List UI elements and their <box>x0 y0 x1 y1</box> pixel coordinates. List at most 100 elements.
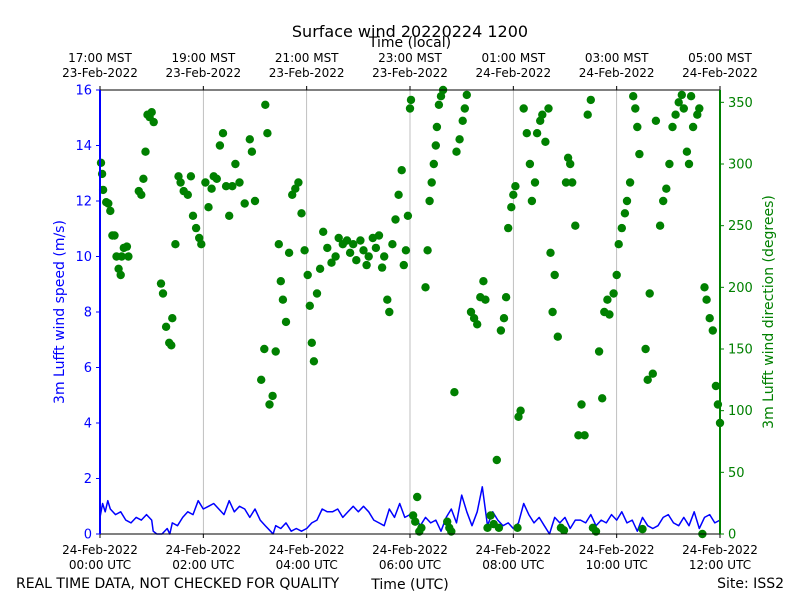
wind-direction-point <box>413 492 422 502</box>
wind-direction-point <box>674 98 683 107</box>
wind-direction-point <box>309 357 319 366</box>
wind-direction-point <box>625 178 635 187</box>
chart-title: Surface wind 20220224 1200 <box>292 22 528 41</box>
wind-direction-point <box>460 104 469 113</box>
wind-direction-point <box>388 240 397 249</box>
wind-direction-point <box>307 338 316 347</box>
wind-direction-point <box>158 289 168 298</box>
top-tick-time-label: 17:00 MST <box>68 51 132 65</box>
wind-direction-point <box>300 246 309 255</box>
wind-direction-point <box>516 406 525 415</box>
wind-direction-point <box>651 116 661 126</box>
wind-direction-point <box>403 211 413 220</box>
wind-direction-point <box>274 240 283 249</box>
wind-direction-point <box>513 523 522 532</box>
wind-direction-point <box>183 190 192 199</box>
wind-direction-point <box>635 149 644 159</box>
wind-direction-point <box>677 90 686 100</box>
wind-direction-point <box>250 196 260 206</box>
top-tick-time-label: 21:00 MST <box>275 51 339 65</box>
wind-direction-point <box>345 248 355 257</box>
wind-direction-point <box>291 184 300 193</box>
wind-direction-point <box>429 159 438 169</box>
wind-direction-point <box>297 209 306 218</box>
wind-direction-point <box>586 95 595 105</box>
wind-direction-point <box>149 117 158 127</box>
wind-direction-point <box>406 95 416 105</box>
wind-direction-point <box>261 100 270 110</box>
wind-direction-point <box>519 104 528 113</box>
wind-direction-point <box>303 270 312 280</box>
wind-direction-point <box>411 517 420 526</box>
wind-direction-point <box>394 190 403 199</box>
wind-direction-point <box>622 196 632 206</box>
left-tick-label: 8 <box>84 306 92 321</box>
wind-direction-point <box>668 122 677 132</box>
wind-direction-point <box>633 122 642 132</box>
wind-direction-point <box>655 221 665 230</box>
top-tick-time-label: 05:00 MST <box>688 51 752 65</box>
bottom-tick-time-label: 08:00 UTC <box>482 558 544 572</box>
top-tick-time-label: 03:00 MST <box>585 51 649 65</box>
wind-direction-point <box>496 326 506 335</box>
wind-direction-point <box>110 231 119 240</box>
top-tick-time-label: 19:00 MST <box>171 51 235 65</box>
wind-direction-point <box>401 246 411 255</box>
wind-direction-point <box>583 110 592 119</box>
wind-direction-point <box>421 283 430 292</box>
wind-direction-point <box>364 252 373 261</box>
wind-direction-point <box>176 178 185 187</box>
wind-direction-point <box>511 182 520 191</box>
wind-direction-point <box>191 223 201 233</box>
wind-direction-point <box>423 246 432 255</box>
right-tick-label: 0 <box>728 528 736 543</box>
bottom-tick-time-label: 10:00 UTC <box>586 558 648 572</box>
bottom-tick-date-label: 24-Feb-2022 <box>165 543 241 557</box>
wind-direction-point <box>700 283 709 292</box>
wind-direction-point <box>695 104 704 113</box>
bottom-tick-date-label: 24-Feb-2022 <box>475 543 551 557</box>
right-tick-label: 200 <box>728 281 753 296</box>
right-axis-label: 3m Lufft wind direction (degrees) <box>761 195 777 429</box>
wind-direction-point <box>481 295 490 304</box>
right-tick-label: 150 <box>728 343 753 358</box>
bottom-tick-date-label: 24-Feb-2022 <box>62 543 138 557</box>
wind-speed-line <box>99 486 721 535</box>
direction-series-layer <box>96 85 725 539</box>
wind-direction-point <box>362 260 371 270</box>
wind-direction-point <box>507 203 516 212</box>
footer-site-label: Site: ISS2 <box>717 576 784 592</box>
wind-direction-point <box>568 178 577 187</box>
wind-direction-point <box>546 248 555 257</box>
wind-direction-point <box>612 270 621 280</box>
wind-direction-point <box>686 92 696 101</box>
wind-direction-point <box>479 277 488 286</box>
wind-direction-point <box>645 289 654 298</box>
wind-direction-point <box>458 116 467 126</box>
wind-direction-point <box>665 159 674 169</box>
left-tick-label: 6 <box>84 361 92 376</box>
wind-direction-point <box>371 243 381 253</box>
wind-direction-point <box>139 174 148 183</box>
wind-direction-point <box>504 223 513 233</box>
top-axis-label: Time (local) <box>368 35 451 51</box>
left-tick-label: 2 <box>84 472 92 487</box>
wind-direction-point <box>702 295 711 304</box>
wind-direction-point <box>188 211 198 220</box>
wind-direction-point <box>225 211 234 220</box>
wind-direction-point <box>231 159 240 169</box>
wind-direction-point <box>617 223 626 233</box>
wind-direction-point <box>186 172 196 181</box>
top-tick-date-label: 23-Feb-2022 <box>372 66 448 80</box>
wind-direction-point <box>530 178 540 187</box>
wind-direction-point <box>218 129 228 138</box>
wind-direction-point <box>609 289 618 298</box>
wind-direction-point <box>276 277 285 286</box>
wind-direction-point <box>349 240 358 249</box>
wind-direction-point <box>215 141 225 150</box>
bottom-tick-time-label: 00:00 UTC <box>69 558 131 572</box>
wind-direction-point <box>391 215 400 224</box>
wind-direction-point <box>124 252 133 261</box>
wind-direction-point <box>156 279 166 288</box>
wind-direction-point <box>168 314 177 323</box>
